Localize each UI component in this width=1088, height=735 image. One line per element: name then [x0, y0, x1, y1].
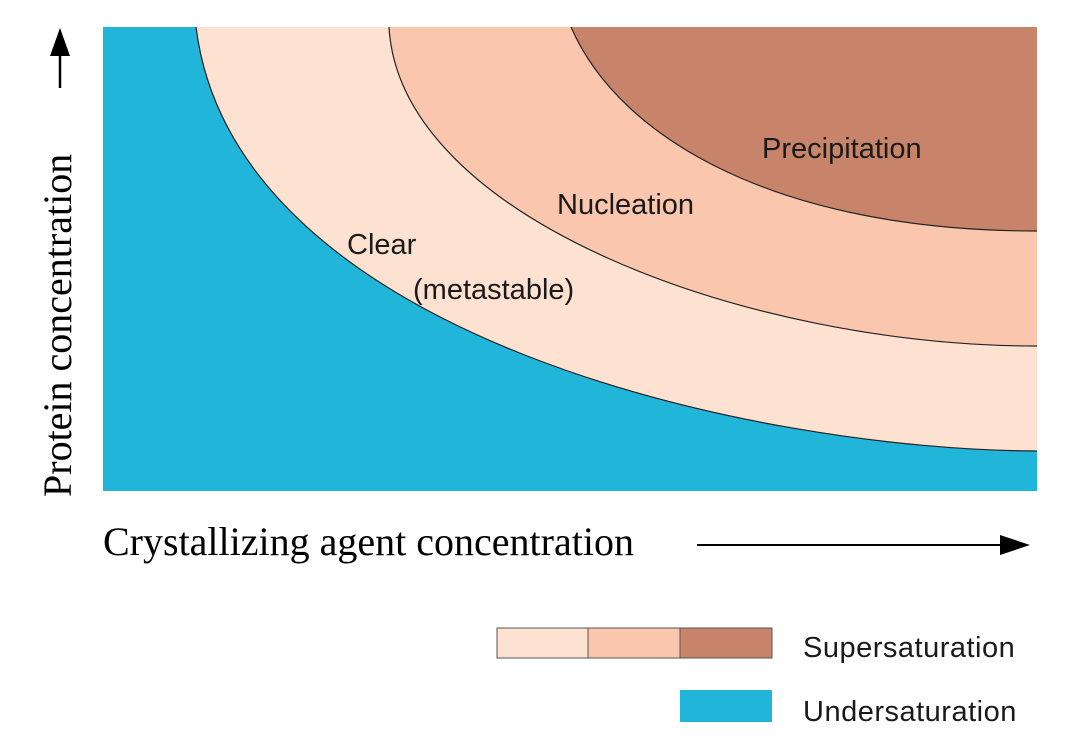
nucleation-boundary: [388, 27, 1037, 347]
precipitation-label: Precipitation: [762, 133, 922, 165]
y-axis-label: Protein concentration: [35, 154, 80, 497]
plot-area: [103, 27, 1037, 491]
metastable-label: (metastable): [413, 274, 574, 306]
undersaturation-region: [103, 27, 1037, 491]
legend-swatch-nucleation: [587, 627, 681, 659]
legend-undersaturation-label: Undersaturation: [803, 696, 1017, 728]
legend-swatch-clear: [496, 627, 589, 659]
legend-supersaturation: Supersaturation: [496, 627, 1015, 664]
nucleation-label: Nucleation: [557, 189, 694, 221]
legend-supersaturation-label: Supersaturation: [803, 632, 1015, 664]
x-axis-label: Crystallizing agent concentration: [103, 519, 634, 564]
arrow-right-icon: [697, 535, 1030, 555]
legend-undersaturation: Undersaturation: [680, 690, 1017, 728]
precipitation-region: [571, 27, 1037, 231]
clear-label: Clear: [347, 229, 417, 261]
solubility-curve: [195, 27, 1037, 452]
arrow-up-icon: [50, 28, 70, 88]
legend-swatch-precipitation: [679, 627, 773, 659]
precipitation-boundary: [570, 27, 1037, 232]
legend-swatch-undersaturation: [680, 690, 772, 722]
